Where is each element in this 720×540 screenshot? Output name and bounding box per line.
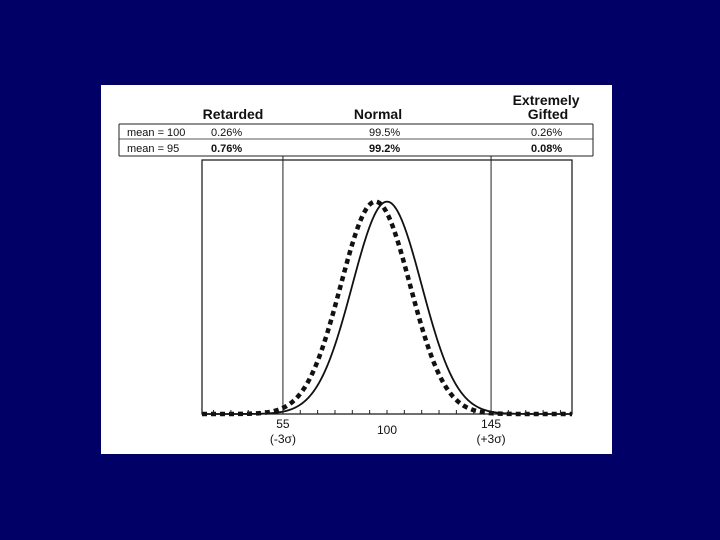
row2-normal: 99.2% — [369, 143, 400, 155]
x-tick-sublabel: (+3σ) — [477, 432, 506, 446]
data-table — [118, 123, 594, 157]
plot-frame — [201, 159, 573, 415]
row2-label: mean = 95 — [127, 143, 179, 155]
series-line-mean-100 — [202, 200, 572, 415]
x-tick-label: 145 — [481, 417, 501, 431]
x-tick-label: 100 — [377, 423, 397, 437]
header-gifted-line-2: Gifted — [528, 106, 568, 122]
x-axis: 55(-3σ) 100 145(+3σ) — [213, 410, 561, 446]
header-extremely-gifted: Extremely Gifted — [513, 92, 584, 122]
chart-panel: Retarded Normal Extremely Gifted mean = … — [101, 85, 612, 454]
header-normal: Normal — [354, 106, 402, 122]
plot-area — [202, 156, 572, 417]
series-line-mean-95 — [202, 199, 572, 417]
header-retarded: Retarded — [203, 106, 264, 122]
row1-retarded: 0.26% — [211, 127, 242, 139]
x-tick-sublabel: (-3σ) — [270, 432, 296, 446]
row1-gifted: 0.26% — [531, 127, 562, 139]
row2-retarded: 0.76% — [211, 143, 242, 155]
bell-curve-chart: Retarded Normal Extremely Gifted mean = … — [118, 92, 594, 446]
header-gifted-line-1: Extremely — [513, 92, 580, 108]
x-tick-label: 55 — [276, 417, 290, 431]
row1-label: mean = 100 — [127, 127, 185, 139]
row2-gifted: 0.08% — [531, 143, 562, 155]
row1-normal: 99.5% — [369, 127, 400, 139]
